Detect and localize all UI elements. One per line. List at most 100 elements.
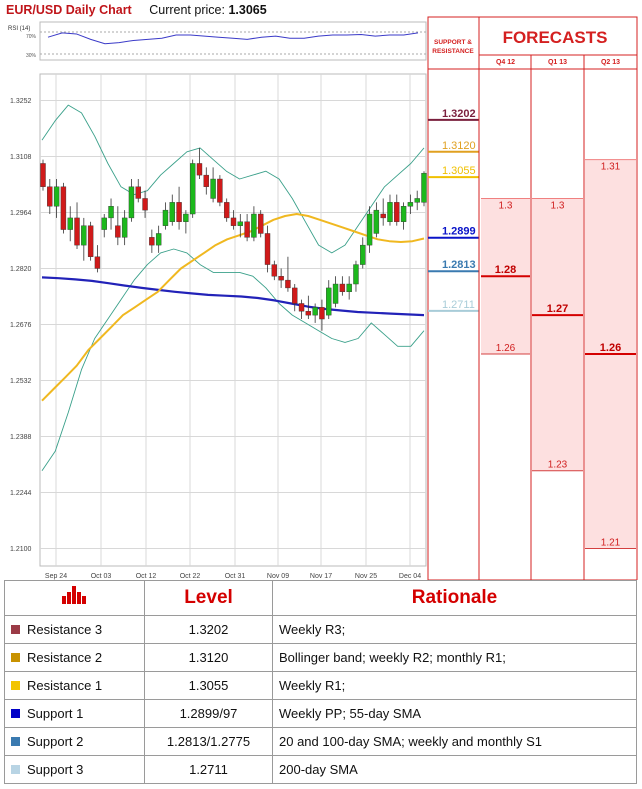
- col-rationale: Rationale: [272, 580, 637, 616]
- chart-header: EUR/USD Daily Chart Current price: 1.306…: [6, 0, 267, 20]
- candle-body: [162, 209, 169, 226]
- forecast-high-label: 1.3: [551, 200, 565, 211]
- y-tick-label: 1.2100: [10, 546, 32, 553]
- candle-body: [237, 221, 244, 226]
- level-rationale: Weekly PP; 55-day SMA: [272, 699, 637, 728]
- sr-panel: [427, 16, 480, 580]
- rsi-upper-label: 70%: [26, 34, 37, 40]
- sr-level-label: 1.3120: [442, 140, 476, 152]
- y-tick-label: 1.2820: [10, 266, 32, 273]
- level-value: 1.3055: [144, 671, 273, 700]
- table-header: Level Rationale: [4, 580, 637, 616]
- candle-body: [142, 198, 148, 211]
- candle-body: [380, 213, 386, 219]
- x-tick-label: Oct 22: [180, 573, 201, 580]
- y-tick-label: 1.2532: [10, 378, 32, 385]
- level-swatch: [11, 737, 20, 747]
- candle-body: [400, 206, 407, 222]
- candle-body: [258, 213, 264, 234]
- level-rationale: Bollinger band; weekly R2; monthly R1;: [272, 643, 637, 672]
- col-level: Level: [144, 580, 273, 616]
- sr-title-1: SUPPORT &: [434, 39, 472, 46]
- level-swatch: [11, 765, 20, 775]
- level-value: 1.3202: [144, 615, 273, 644]
- candle-body: [94, 256, 101, 269]
- x-tick-label: Oct 03: [91, 573, 112, 580]
- level-name: Resistance 2: [4, 643, 145, 672]
- candle-body: [176, 202, 182, 222]
- eurusd-chart: RSI (14) 70% 30% 1.3252 1.3108 1.2964 1.2820 1.…: [8, 16, 638, 580]
- chart-title: EUR/USD Daily Chart: [6, 3, 132, 17]
- y-tick-label: 1.2964: [10, 210, 32, 217]
- candle-body: [67, 217, 73, 230]
- candle-body: [108, 206, 114, 219]
- candle-body: [223, 202, 230, 219]
- forecast-low-label: 1.26: [496, 343, 516, 354]
- level-name: Support 2: [4, 727, 145, 756]
- candle-body: [189, 163, 196, 215]
- candle-body: [183, 213, 189, 222]
- bollinger-upper-line: [41, 104, 425, 254]
- forecast-col-label: Q4 12: [496, 59, 515, 66]
- rsi-line: [47, 32, 419, 45]
- forecasts-title: FORECASTS: [503, 28, 608, 47]
- x-tick-label: Dec 04: [399, 573, 421, 580]
- y-tick-label: 1.2676: [10, 322, 32, 329]
- candle-body: [128, 186, 135, 219]
- forecast-low-label: 1.21: [601, 537, 621, 548]
- y-tick-label: 1.2244: [10, 490, 32, 497]
- candle-body: [387, 202, 393, 222]
- sr-level-label: 1.2899: [442, 226, 476, 238]
- table-logo: [4, 580, 145, 616]
- candle-body: [210, 178, 216, 199]
- forecast-mid-label: 1.27: [547, 303, 568, 315]
- level-value: 1.3120: [144, 643, 273, 672]
- level-rationale: Weekly R3;: [272, 615, 637, 644]
- y-tick-label: 1.3108: [10, 154, 32, 161]
- forecast-low-label: 1.23: [548, 460, 568, 471]
- level-swatch: [11, 653, 20, 663]
- table-row: Resistance 3 1.3202 Weekly R3;: [4, 615, 637, 644]
- sma-55-line: [41, 213, 425, 402]
- level-swatch: [11, 681, 20, 691]
- forecast-high-label: 1.31: [601, 162, 621, 173]
- forecast-mid-label: 1.26: [600, 342, 621, 354]
- sr-level-label: 1.3055: [442, 165, 476, 177]
- forecast-col-label: Q1 13: [548, 59, 567, 66]
- current-price: Current price: 1.3065: [149, 3, 267, 17]
- candle-body: [278, 276, 284, 281]
- level-name: Resistance 1: [4, 671, 145, 700]
- forecast-high-label: 1.3: [499, 200, 513, 211]
- candle-body: [298, 303, 305, 312]
- table-row: Resistance 1 1.3055 Weekly R1;: [4, 671, 637, 700]
- candle-body: [196, 163, 203, 176]
- y-tick-label: 1.2388: [10, 434, 32, 441]
- candle-body: [121, 217, 128, 238]
- candle-body: [155, 233, 162, 246]
- x-tick-label: Nov 09: [267, 573, 289, 580]
- sr-title-2: RESISTANCE: [432, 48, 474, 55]
- level-swatch: [11, 709, 20, 719]
- candle-body: [373, 209, 380, 234]
- candle-body: [101, 217, 107, 230]
- bollinger-lower-line: [41, 248, 425, 471]
- candle-body: [115, 225, 121, 238]
- sr-level-label: 1.2813: [442, 259, 476, 271]
- candle-body: [60, 186, 67, 230]
- level-value: 1.2899/97: [144, 699, 273, 728]
- table-row: Support 1 1.2899/97 Weekly PP; 55-day SMA: [4, 699, 637, 728]
- candle-body: [305, 311, 312, 316]
- x-tick-label: Sep 24: [45, 573, 67, 580]
- level-value: 1.2711: [144, 755, 273, 784]
- level-rationale: 200-day SMA: [272, 755, 637, 784]
- candle-body: [326, 287, 332, 316]
- candle-body: [53, 186, 60, 207]
- candle-body: [230, 217, 237, 226]
- x-tick-label: Oct 12: [136, 573, 157, 580]
- candle-body: [47, 186, 53, 207]
- candle-body: [203, 174, 209, 187]
- table-row: Support 2 1.2813/1.2775 20 and 100-day SMA…: [4, 727, 637, 756]
- level-rationale: Weekly R1;: [272, 671, 637, 700]
- candle-body: [366, 213, 373, 246]
- candle-body: [40, 163, 46, 187]
